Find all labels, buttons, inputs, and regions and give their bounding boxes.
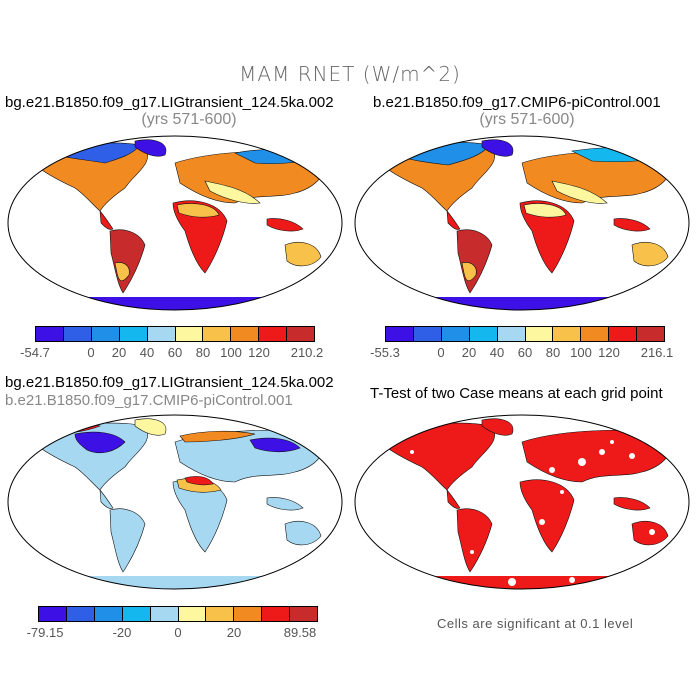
colorbar-swatch — [413, 327, 442, 341]
tick-label: 210.2 — [290, 345, 324, 360]
colorbar-swatch — [234, 607, 263, 621]
colorbar-panel3 — [38, 606, 318, 622]
colorbar-swatch — [287, 327, 315, 341]
tick-label: 0 — [174, 625, 182, 640]
tick-label: 120 — [598, 345, 620, 360]
tick-label: 120 — [248, 345, 270, 360]
tick-label: 0 — [437, 345, 445, 360]
colorbar-swatch — [94, 607, 123, 621]
tick-label: 80 — [545, 345, 561, 360]
tick-label: 216.1 — [640, 345, 674, 360]
colorbar-swatch — [497, 327, 526, 341]
tick-label: 89.58 — [283, 625, 317, 640]
colorbar-panel1 — [35, 326, 315, 342]
tick-label: 0 — [87, 345, 95, 360]
panel1-subtitle: (yrs 571-600) — [141, 111, 237, 128]
colorbar-swatch — [262, 607, 291, 621]
colorbar-swatch — [178, 607, 207, 621]
tick-label: 20 — [226, 625, 242, 640]
colorbar-swatch — [147, 327, 176, 341]
significance-note: Cells are significant at 0.1 level — [437, 616, 634, 631]
colorbar-swatch — [441, 327, 470, 341]
panel2-title: b.e21.B1850.f09_g17.CMIP6-piControl.001 — [373, 94, 661, 111]
colorbar-swatch — [525, 327, 554, 341]
map-panel1 — [7, 135, 343, 311]
colorbar-swatch — [122, 607, 151, 621]
tick-label: 100 — [220, 345, 242, 360]
tick-label: 20 — [111, 345, 127, 360]
tick-label: -55.3 — [370, 345, 400, 360]
colorbar-swatch — [91, 327, 120, 341]
map-panel4 — [354, 414, 690, 590]
tick-label: 40 — [139, 345, 155, 360]
map-panel3 — [7, 414, 343, 590]
colorbar-swatch — [637, 327, 665, 341]
colorbar-swatch — [203, 327, 232, 341]
tick-label: -79.15 — [26, 625, 64, 640]
tick-label: 20 — [461, 345, 477, 360]
colorbar-swatch — [259, 327, 288, 341]
panel2-subtitle: (yrs 571-600) — [479, 111, 575, 128]
colorbar-swatch — [231, 327, 260, 341]
colorbar-swatch — [290, 607, 318, 621]
tick-label: 80 — [195, 345, 211, 360]
tick-label: 60 — [167, 345, 183, 360]
colorbar-swatch — [553, 327, 582, 341]
colorbar-panel2 — [385, 326, 665, 342]
tick-label: -54.7 — [20, 345, 50, 360]
tick-label: 60 — [517, 345, 533, 360]
panel1-title: bg.e21.B1850.f09_g17.LIGtransient_124.5k… — [5, 94, 334, 111]
colorbar-swatch — [386, 327, 414, 341]
tick-label: 40 — [489, 345, 505, 360]
tick-label: 100 — [570, 345, 592, 360]
colorbar-swatch — [36, 327, 64, 341]
colorbar-swatch — [119, 327, 148, 341]
colorbar-swatch — [66, 607, 95, 621]
panel3-title: bg.e21.B1850.f09_g17.LIGtransient_124.5k… — [5, 374, 334, 391]
colorbar-swatch — [609, 327, 638, 341]
colorbar-swatch — [39, 607, 67, 621]
map-panel2 — [354, 135, 690, 311]
colorbar-swatch — [469, 327, 498, 341]
colorbar-swatch — [150, 607, 179, 621]
colorbar-swatch — [206, 607, 235, 621]
figure-title: MAM RNET (W/m^2) — [239, 62, 461, 86]
colorbar-swatch — [63, 327, 92, 341]
panel3-subtitle: b.e21.B1850.f09_g17.CMIP6-piControl.001 — [5, 392, 293, 409]
panel4-title: T-Test of two Case means at each grid po… — [370, 385, 663, 402]
colorbar-swatch — [581, 327, 610, 341]
colorbar-swatch — [175, 327, 204, 341]
tick-label: -20 — [112, 625, 132, 640]
